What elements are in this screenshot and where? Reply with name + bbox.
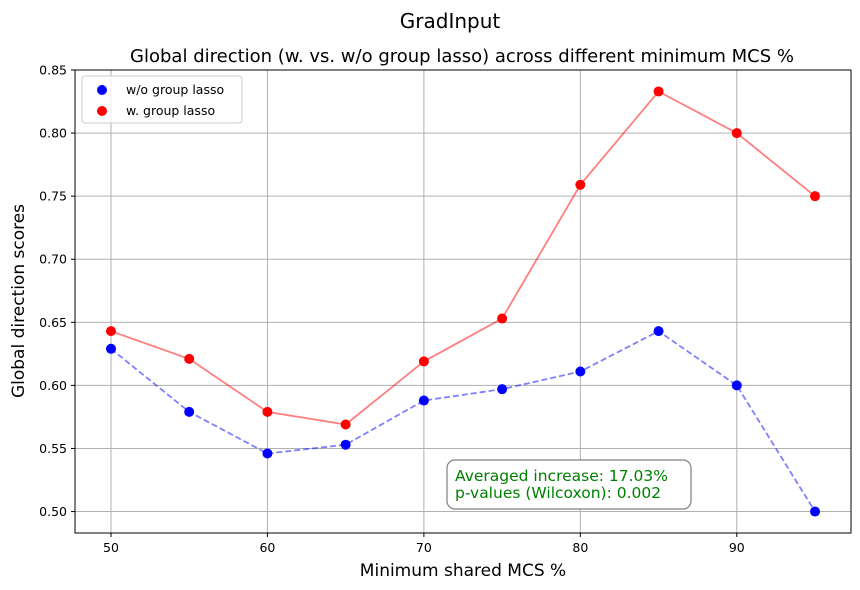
- y-tick-label: 0.70: [39, 252, 67, 267]
- data-point-series-0: [497, 384, 508, 395]
- annotation-frame: [446, 459, 692, 510]
- data-point-series-1: [184, 353, 195, 364]
- x-tick-label: 80: [572, 540, 588, 555]
- data-point-series-0: [575, 366, 586, 377]
- x-tick-label: 60: [259, 540, 275, 555]
- y-tick-label: 0.80: [39, 126, 67, 141]
- data-point-series-1: [731, 128, 742, 139]
- data-point-series-0: [184, 406, 195, 417]
- data-point-series-0: [105, 343, 116, 354]
- data-point-series-0: [418, 395, 429, 406]
- series-points: [105, 86, 821, 517]
- series-line-0: [110, 330, 816, 513]
- chart-suptitle: GradInput: [400, 9, 501, 33]
- annotation-p-values: p-values (Wilcoxon): 0.002: [455, 484, 661, 502]
- data-point-series-1: [418, 356, 429, 367]
- data-point-series-0: [262, 448, 273, 459]
- y-tick-label: 0.60: [39, 378, 67, 393]
- y-tick-label: 0.65: [39, 315, 67, 330]
- legend-box: [81, 75, 243, 124]
- axis-ticks: 50 60 70 80 90 0.50 0.55 0.60 0.65 0.70 0.75 0.80 0.…: [39, 63, 745, 556]
- annotation-box: Averaged increase: 17.03% p-values (Wilc…: [446, 459, 692, 510]
- y-axis-label: Global direction scores: [9, 204, 29, 398]
- legend-marker-without-group-lasso: [97, 85, 107, 95]
- data-point-series-0: [731, 380, 742, 391]
- y-tick-label: 0.75: [39, 189, 67, 204]
- x-tick-label: 70: [416, 540, 432, 555]
- data-point-series-0: [340, 439, 351, 450]
- legend-marker-with-group-lasso: [97, 106, 107, 116]
- legend-label-with-group-lasso: w. group lasso: [126, 103, 215, 118]
- data-point-series-1: [340, 419, 351, 430]
- series-line-1: [110, 90, 816, 426]
- chart-title: Global direction (w. vs. w/o group lasso…: [130, 46, 794, 67]
- data-point-series-0: [653, 326, 664, 337]
- series-lines: [110, 90, 816, 513]
- data-point-series-1: [497, 313, 508, 324]
- data-point-series-1: [262, 406, 273, 417]
- x-axis-label: Minimum shared MCS %: [360, 561, 566, 581]
- data-point-series-1: [810, 191, 821, 202]
- legend-label-without-group-lasso: w/o group lasso: [126, 82, 224, 97]
- legend: w/o group lasso w. group lasso: [81, 75, 243, 124]
- plot-area-frame: [74, 69, 852, 534]
- annotation-averaged-increase: Averaged increase: 17.03%: [455, 467, 668, 485]
- data-point-series-0: [810, 506, 821, 517]
- y-tick-label: 0.50: [39, 504, 67, 519]
- x-tick-label: 50: [103, 540, 119, 555]
- data-point-series-1: [105, 326, 116, 337]
- x-tick-label: 90: [729, 540, 745, 555]
- y-tick-label: 0.85: [39, 63, 67, 78]
- data-point-series-1: [653, 86, 664, 97]
- y-tick-label: 0.55: [39, 441, 67, 456]
- data-point-series-1: [575, 179, 586, 190]
